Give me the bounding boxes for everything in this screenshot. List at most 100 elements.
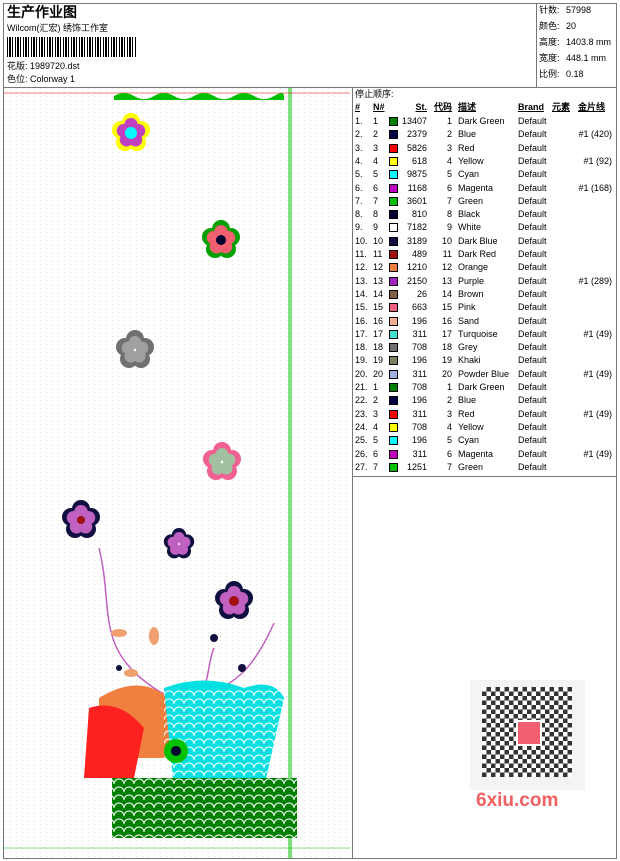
color-swatch — [389, 156, 398, 166]
cell-st: 311 — [412, 408, 427, 419]
qr-logo — [516, 720, 542, 746]
cell-idx: 18. — [355, 342, 368, 353]
cell-st: 618 — [411, 155, 427, 166]
cell-st: 3189 — [406, 235, 427, 246]
color-swatch — [389, 236, 398, 246]
cell-desc: Yellow — [458, 421, 484, 432]
cell-n: 6 — [373, 448, 379, 459]
cell-idx: 25. — [355, 435, 368, 446]
color-swatch — [389, 409, 398, 419]
cell-desc: Turquoise — [458, 328, 498, 339]
column-header: 代码 — [433, 102, 452, 112]
cell-brand: Default — [518, 435, 547, 446]
cell-n: 1 — [373, 116, 379, 126]
cell-desc: Yellow — [458, 155, 484, 166]
cell-code: 16 — [441, 315, 452, 326]
cell-idx: 3. — [355, 142, 363, 153]
cell-brand: Default — [518, 209, 547, 220]
cell-code: 10 — [441, 235, 452, 246]
cell-st: 196 — [411, 315, 427, 326]
cell-idx: 27. — [355, 461, 368, 472]
cell-st: 7182 — [406, 222, 427, 233]
cell-sequin: #1 (49) — [583, 448, 612, 459]
cell-desc: Purple — [458, 275, 485, 286]
cell-brand: Default — [518, 408, 547, 419]
cell-brand: Default — [518, 129, 547, 140]
cell-idx: 2. — [355, 129, 363, 140]
cell-n: 11 — [373, 249, 383, 259]
cell-brand: Default — [518, 116, 547, 126]
design-file: 花版: 1989720.dst — [7, 61, 80, 71]
color-swatch — [389, 422, 398, 432]
cell-desc: Cyan — [458, 435, 480, 446]
cell-brand: Default — [518, 421, 547, 432]
cell-code: 5 — [446, 169, 452, 180]
cell-idx: 16. — [355, 315, 368, 326]
cell-st: 2150 — [406, 275, 427, 286]
color-swatch — [389, 223, 398, 233]
cell-desc: Dark Green — [458, 382, 505, 392]
color-swatch — [389, 303, 398, 313]
cell-sequin: #1 (49) — [583, 368, 612, 379]
cell-desc: Khaki — [458, 355, 481, 366]
cell-idx: 19. — [355, 355, 368, 366]
cell-n: 14 — [373, 288, 384, 299]
cell-n: 15 — [373, 302, 384, 313]
cell-st: 311 — [412, 328, 427, 339]
info-value: 1403.8 mm — [566, 37, 612, 47]
cell-idx: 12. — [355, 262, 368, 273]
cell-desc: Dark Green — [458, 116, 505, 126]
cell-code: 8 — [446, 209, 452, 220]
color-swatch — [389, 143, 398, 153]
cell-code: 18 — [441, 342, 452, 353]
cell-idx: 22. — [355, 395, 368, 406]
watermark: 6xiu.com — [476, 790, 559, 811]
cell-n: 20 — [373, 368, 384, 379]
cell-n: 16 — [373, 315, 384, 326]
cell-code: 6 — [446, 448, 452, 459]
title: 生产作业图 — [7, 4, 77, 20]
cell-desc: Green — [458, 195, 484, 206]
cell-st: 26 — [416, 288, 427, 299]
cell-idx: 7. — [355, 195, 363, 206]
cell-desc: Powder Blue — [458, 368, 510, 379]
cell-code: 15 — [441, 302, 452, 313]
cell-desc: Sand — [458, 315, 480, 326]
color-swatch — [389, 329, 398, 339]
cell-n: 2 — [373, 129, 379, 140]
column-header: 描述 — [458, 102, 477, 112]
color-swatch — [389, 462, 398, 472]
cell-desc: Dark Red — [458, 249, 497, 259]
cell-code: 2 — [446, 395, 452, 406]
cell-n: 9 — [373, 222, 379, 233]
info-value: 20 — [566, 21, 577, 31]
cell-brand: Default — [518, 155, 547, 166]
column-header: St. — [415, 102, 427, 112]
color-swatch — [389, 263, 398, 273]
cell-st: 13407 — [401, 116, 427, 126]
info-value: 57998 — [566, 5, 592, 15]
color-swatch — [389, 369, 398, 379]
cell-desc: Magenta — [458, 448, 494, 459]
cell-st: 810 — [411, 209, 427, 220]
cell-code: 6 — [446, 182, 452, 193]
cell-idx: 20. — [355, 368, 368, 379]
cell-idx: 15. — [355, 302, 368, 313]
design-drawing — [4, 88, 352, 858]
cell-desc: Cyan — [458, 169, 480, 180]
color-swatch — [389, 196, 398, 206]
cell-code: 1 — [446, 116, 452, 126]
cell-brand: Default — [518, 355, 547, 366]
info-label: 颜色: — [539, 21, 560, 31]
cell-st: 1168 — [407, 182, 427, 193]
cell-desc: Magenta — [458, 182, 494, 193]
cell-idx: 17. — [355, 328, 368, 339]
color-swatch — [389, 130, 398, 140]
color-swatch — [389, 436, 398, 446]
cell-idx: 5. — [355, 169, 363, 180]
cell-idx: 21. — [355, 382, 368, 392]
cell-desc: White — [458, 222, 482, 233]
cell-st: 2379 — [406, 129, 427, 140]
cell-brand: Default — [518, 195, 547, 206]
